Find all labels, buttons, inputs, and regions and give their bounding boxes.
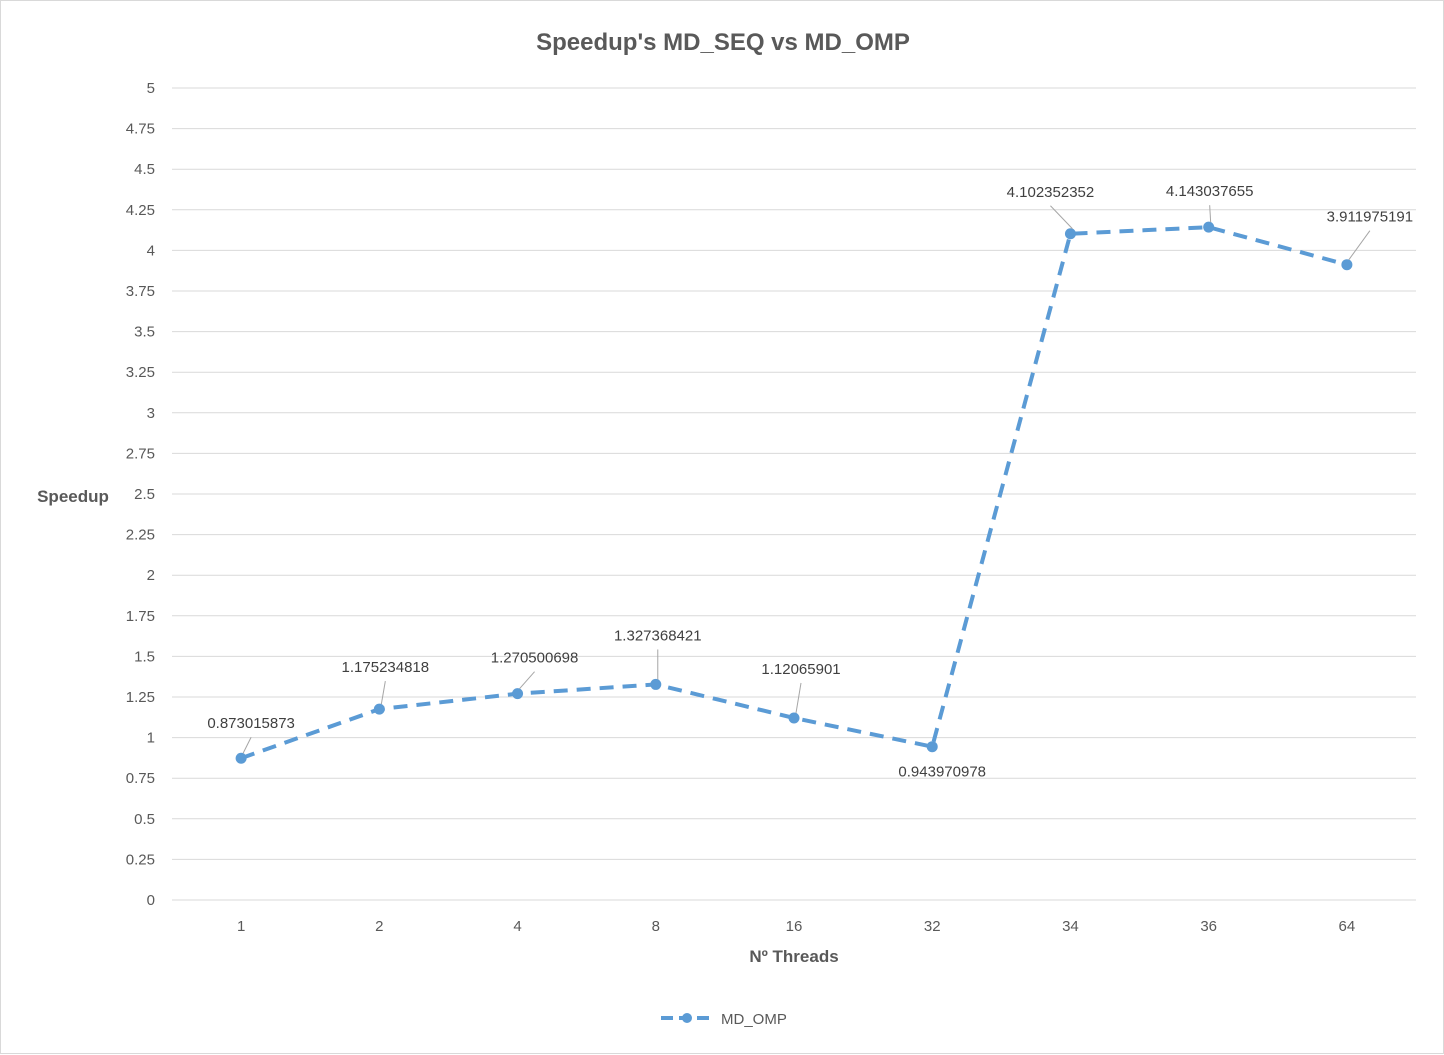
chart-title: Speedup's MD_SEQ vs MD_OMP	[536, 29, 910, 56]
series-md-omp	[235, 221, 1353, 764]
y-tick-label: 1	[147, 730, 155, 747]
y-tick-label: 1.25	[126, 689, 155, 706]
y-tick-label: 3	[147, 405, 155, 422]
data-label-leader	[1209, 205, 1212, 223]
legend-marker-swatch	[682, 1013, 692, 1023]
x-tick-label: 64	[1339, 918, 1356, 935]
y-tick-label: 0.75	[126, 770, 155, 787]
x-tick-label: 2	[375, 918, 383, 935]
data-label: 1.12065901	[761, 661, 840, 678]
x-tick-label: 34	[1062, 918, 1079, 935]
data-label: 1.175234818	[342, 659, 430, 676]
series-line-md-omp	[240, 225, 1348, 761]
gridlines	[172, 87, 1416, 901]
x-tick-label: 8	[652, 918, 660, 935]
x-tick-label: 32	[924, 918, 941, 935]
data-point-marker	[788, 712, 800, 724]
y-tick-label: 2.5	[134, 486, 155, 503]
data-point-marker	[373, 703, 385, 715]
data-label: 0.943970978	[898, 764, 986, 781]
data-label: 4.102352352	[1007, 184, 1095, 201]
data-labels: 0.873015873 1.175234818 1.270500698 1.32736…	[207, 183, 1413, 781]
y-tick-label: 1.5	[134, 648, 155, 665]
data-label: 1.270500698	[491, 650, 579, 667]
x-tick-label: 1	[237, 918, 245, 935]
y-tick-label: 3.5	[134, 324, 155, 341]
y-tick-label: 2.25	[126, 527, 155, 544]
legend: MD_OMP	[661, 1011, 787, 1028]
data-label-leader	[1050, 205, 1073, 230]
y-tick-label: 0	[147, 892, 155, 909]
y-tick-label: 4.25	[126, 202, 155, 219]
data-point-marker	[650, 678, 662, 690]
data-label-leader	[1348, 230, 1371, 260]
y-tick-label: 3.25	[126, 364, 155, 381]
y-axis-title: Speedup	[37, 487, 109, 506]
data-point-marker	[512, 688, 524, 700]
data-label-leader	[380, 681, 386, 705]
data-point-marker	[235, 752, 247, 764]
y-tick-label: 4.5	[134, 161, 155, 178]
data-label-leader	[519, 671, 535, 690]
y-tick-label: 0.25	[126, 851, 155, 868]
data-label: 1.327368421	[614, 627, 702, 644]
y-tick-label: 1.75	[126, 608, 155, 625]
x-tick-label: 36	[1200, 918, 1217, 935]
y-tick-label: 0.5	[134, 811, 155, 828]
data-point-marker	[926, 741, 938, 753]
data-label-leader	[795, 682, 802, 714]
data-label: 0.873015873	[207, 715, 295, 732]
x-axis-title: Nº Threads	[749, 947, 838, 966]
x-tick-label: 16	[786, 918, 803, 935]
y-tick-label: 3.75	[126, 283, 155, 300]
y-tick-label: 2.75	[126, 445, 155, 462]
data-label: 4.143037655	[1166, 183, 1254, 200]
data-label-leader	[242, 736, 252, 754]
x-axis-ticks: 1 2 4 8 16 32 34 36 64	[237, 918, 1355, 935]
data-label: 3.911975191	[1327, 209, 1413, 226]
y-tick-label: 4	[147, 242, 155, 259]
y-axis-ticks: 0 0.25 0.5 0.75 1 1.25 1.5 1.75 2 2.25 2.5 2.75 3 3.2…	[126, 80, 155, 909]
y-tick-label: 5	[147, 80, 155, 97]
legend-label-md-omp: MD_OMP	[721, 1011, 787, 1028]
x-tick-label: 4	[513, 918, 521, 935]
y-tick-label: 4.75	[126, 121, 155, 138]
data-point-marker	[1203, 221, 1215, 233]
data-point-marker	[1341, 259, 1353, 271]
y-tick-label: 2	[147, 567, 155, 584]
data-point-marker	[1064, 228, 1076, 240]
